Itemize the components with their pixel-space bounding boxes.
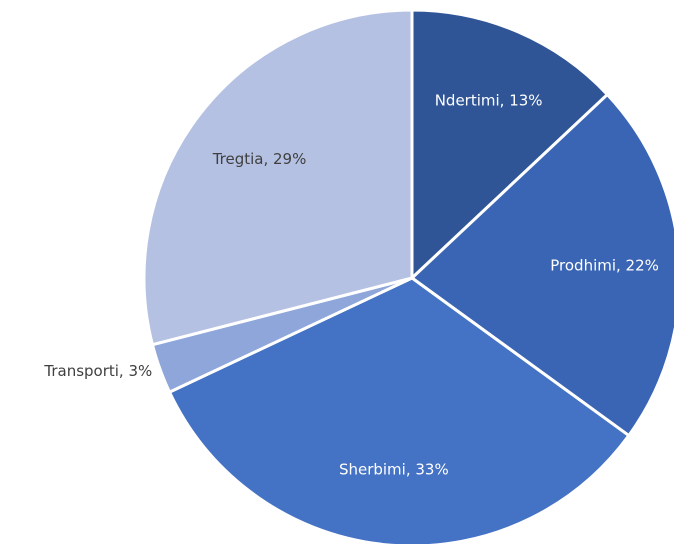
pie-slice (409, 92, 674, 438)
pie-slice (410, 8, 610, 282)
data-label: Tregtia, 29% (212, 150, 307, 168)
pie-slice (167, 276, 631, 544)
data-label: Ndertimi, 13% (435, 91, 543, 109)
pie-slice (142, 8, 414, 347)
data-label: Prodhimi, 22% (550, 256, 659, 274)
data-label: Sherbimi, 33% (339, 461, 449, 479)
data-label: Transporti, 3% (43, 362, 152, 380)
